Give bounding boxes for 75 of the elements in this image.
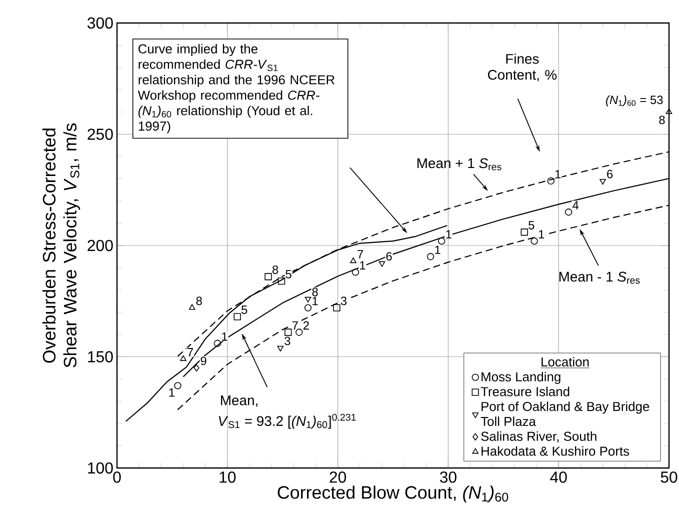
point [600,178,606,185]
y-tick-label: 150 [88,351,113,362]
annotation: 6 [607,170,613,178]
point [304,296,312,302]
annotation: Mean, [221,396,258,407]
point [188,304,196,310]
text: V$_{S1}$ = 93.2 [(N$_{1}$)$_{60}$]$^{0.231}$ [218,414,356,429]
legend-label: Treasure Island [480,386,570,396]
point [264,273,272,280]
annotation: 7 [188,348,193,356]
annotation: 4 [572,201,579,210]
point [214,340,222,347]
point [277,346,284,352]
annotation: 1 [312,296,318,306]
annotation: 8 [659,116,665,124]
point [296,328,303,336]
x-tick-label: 0 [113,472,121,483]
legend-title: Location [542,356,589,367]
point [278,278,286,285]
point [350,257,356,264]
annotation: 7 [292,321,298,330]
point [378,261,386,267]
annotation: 2 [303,321,309,330]
annotation: 3 [340,296,347,306]
x-tick-label: 20 [330,472,346,483]
y-tick-label: 200 [88,240,113,252]
x-tick-label: 10 [220,472,236,483]
point [666,108,672,114]
point [547,177,554,185]
point [426,253,434,260]
point [530,237,538,245]
annotation: (N$_{1}$)$_{60}$ = 53 [606,95,663,106]
annotation: 5 [242,306,248,314]
y-tick-label: 300 [87,17,113,29]
point [304,304,312,312]
point [284,328,292,336]
point [520,228,528,236]
annotation: 1 [169,388,174,397]
annotation: Fines Content, % [488,54,557,82]
y-tick-label: 250 [88,128,113,140]
x-tick-label: 40 [550,472,567,483]
annotation: 1 [222,332,228,341]
legend-label: Hakodata & Kushiro Ports [482,446,630,456]
y-tick-label: 100 [88,462,113,474]
x-axis-title: Corrected Blow Count, (N$_{1}$)$_{60}$ [278,486,508,502]
x-tick-label: 30 [440,472,456,483]
legend-label: Salinas River, South [481,431,596,442]
annotation: 6 [386,252,392,261]
point [174,382,182,390]
annotation: 9 [200,356,206,366]
annotation: 3 [284,336,290,346]
annotation: 7 [358,250,364,258]
text: Curve implied by the recommended CRR-V$_{S1}$ relationship and the 1996 NCEER Workshop recommended CRR-(N$_{1}$)$_{60}$ relationship (Youd et al. 1997) [138,44,334,134]
point [180,355,186,361]
annotation: 5 [286,270,292,278]
point [352,268,360,276]
annotation: 1 [446,230,452,238]
point [333,304,340,312]
point [234,313,241,320]
annotation: 8 [312,288,318,296]
annotation: 1 [360,261,366,270]
annotation: 8 [196,296,202,306]
annotation: Mean - 1 S$_{res}$ [559,272,640,284]
point [194,364,200,372]
annotation: 8 [272,265,278,274]
annotation: 5 [528,221,534,230]
legend-label: Port of Oakland & Bay Bridge Toll Plaza [480,402,650,426]
point [438,237,446,245]
annotation: 1 [435,246,440,254]
x-tick-label: 50 [660,472,678,483]
annotation: Mean + 1 S$_{res}$ [417,158,502,170]
annotation: 1 [538,230,544,238]
point [564,208,572,216]
legend-label: Moss Landing [482,372,560,384]
annotation: 1 [555,170,561,178]
